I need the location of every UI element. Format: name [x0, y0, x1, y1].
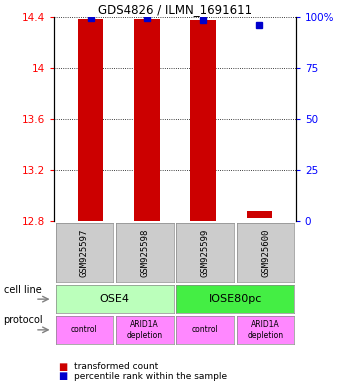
- Text: control: control: [71, 325, 98, 334]
- Text: ■: ■: [58, 362, 67, 372]
- Text: GSM925598: GSM925598: [140, 228, 149, 276]
- Text: percentile rank within the sample: percentile rank within the sample: [74, 372, 227, 381]
- Text: ARID1A
depletion: ARID1A depletion: [127, 320, 163, 339]
- Text: protocol: protocol: [4, 315, 43, 325]
- Title: GDS4826 / ILMN_1691611: GDS4826 / ILMN_1691611: [98, 3, 252, 16]
- Text: transformed count: transformed count: [74, 362, 158, 371]
- Bar: [78, 18, 103, 221]
- Text: OSE4: OSE4: [100, 294, 130, 304]
- Bar: [247, 211, 272, 218]
- Text: control: control: [192, 325, 218, 334]
- Text: GSM925599: GSM925599: [201, 228, 210, 276]
- Text: ■: ■: [58, 371, 67, 381]
- Bar: [134, 18, 160, 221]
- Text: IOSE80pc: IOSE80pc: [209, 294, 262, 304]
- Text: cell line: cell line: [4, 285, 41, 295]
- Bar: [190, 20, 216, 221]
- Text: GSM925600: GSM925600: [261, 228, 270, 276]
- Text: GSM925597: GSM925597: [80, 228, 89, 276]
- Text: ARID1A
depletion: ARID1A depletion: [247, 320, 284, 339]
